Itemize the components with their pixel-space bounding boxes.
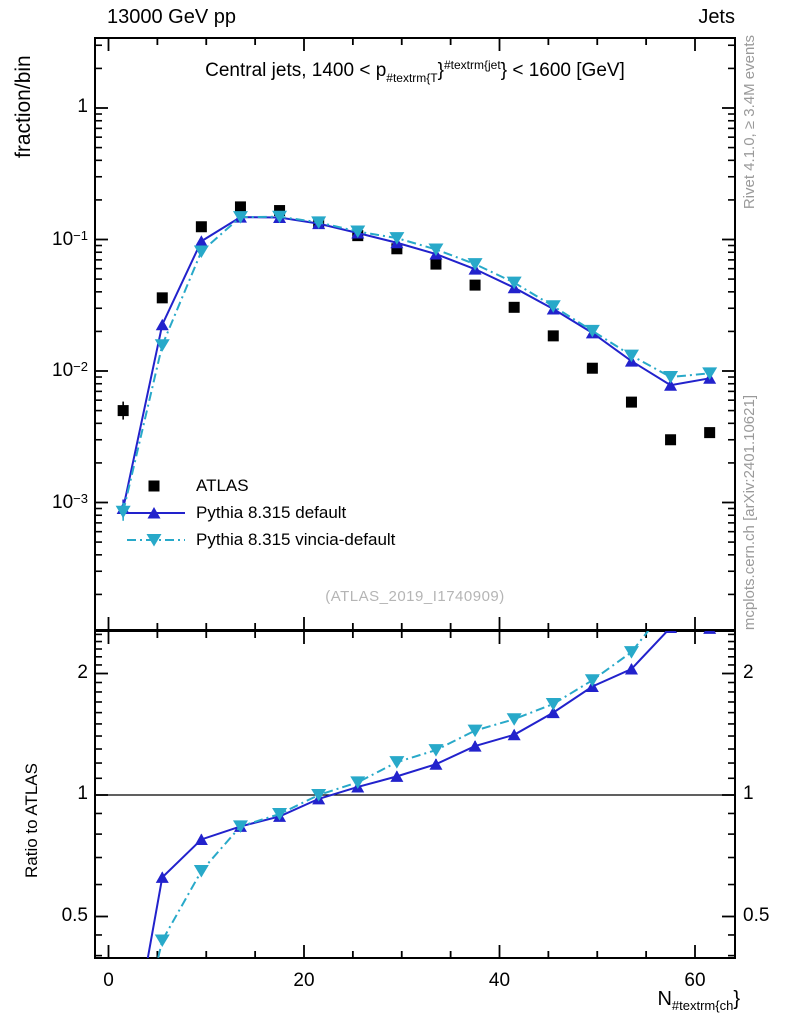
title-mid-brace: } (437, 60, 444, 81)
x-tick-label-20: 20 (293, 970, 315, 991)
legend-item-pythia-8-315-default: Pythia 8.315 default (125, 499, 395, 526)
x-tick-label-60: 60 (684, 970, 706, 991)
axis-ticks (95, 38, 735, 958)
y-main-tick-label: 10−3 (52, 490, 88, 513)
mcplots-reference-text: mcplots.cern.ch [arXiv:2401.10621] (741, 394, 758, 630)
legend-label: Pythia 8.315 default (196, 502, 347, 522)
legend-label: Pythia 8.315 vincia-default (196, 529, 396, 549)
x-tick-label-40: 40 (488, 970, 511, 991)
title-superscript: #textrm{jet (444, 58, 501, 72)
series-pythia-8-315-default (146, 631, 717, 958)
legend-marker-icon (127, 533, 185, 546)
title-close-brace: } (500, 60, 508, 81)
y-ratio-tick-label-right: 0.5 (743, 904, 770, 926)
y-ratio-tick-label-left: 2 (77, 661, 88, 683)
legend-item-pythia-8-315-vincia-default: Pythia 8.315 vincia-default (125, 526, 395, 553)
y-axis-label-ratio: Ratio to ATLAS (22, 763, 41, 878)
title-suffix: < 1600 [GeV] (507, 60, 625, 81)
y-main-tick-label: 10−1 (52, 227, 88, 250)
y-ratio-tick-label-left: 0.5 (61, 904, 88, 926)
analysis-object-label: Jets (698, 6, 735, 28)
beam-energy-label: 13000 GeV pp (107, 6, 236, 28)
y-ratio-tick-label-left: 1 (77, 783, 88, 804)
legend-marker-icon (127, 506, 185, 518)
legend: ATLAS Pythia 8.315 default Pythia 8.315 vi… (125, 472, 395, 553)
legend-marker-icon (148, 480, 160, 491)
y-main-tick-label: 10−2 (52, 359, 88, 381)
watermark-analysis-id: (ATLAS_2019_I1740909) (325, 588, 505, 605)
x-axis-label: N#textrm{ch} (95, 988, 740, 1013)
title-prefix: Central jets, 1400 < p (205, 60, 387, 81)
legend-item-atlas: ATLAS (125, 472, 395, 499)
x-label-base: N (657, 988, 672, 1010)
series-pythia-8-315-vincia-default (154, 631, 650, 958)
rivet-version-text: Rivet 4.1.0, ≥ 3.4M events (741, 35, 758, 210)
x-label-close-brace: } (733, 988, 740, 1010)
y-main-tick-label: 1 (77, 96, 88, 117)
plot-title: Central jets, 1400 < p#textrm{T}#textrm{… (95, 58, 735, 85)
title-subscript: #textrm{T (386, 71, 438, 85)
series-pythia-8-315-vincia-default (115, 210, 718, 521)
y-ratio-tick-label-right: 1 (743, 783, 754, 804)
y-ratio-tick-label-right: 2 (743, 661, 754, 683)
legend-label: ATLAS (196, 475, 249, 495)
x-tick-label-0: 0 (103, 970, 114, 991)
x-label-subscript: #textrm{ch (671, 998, 734, 1013)
